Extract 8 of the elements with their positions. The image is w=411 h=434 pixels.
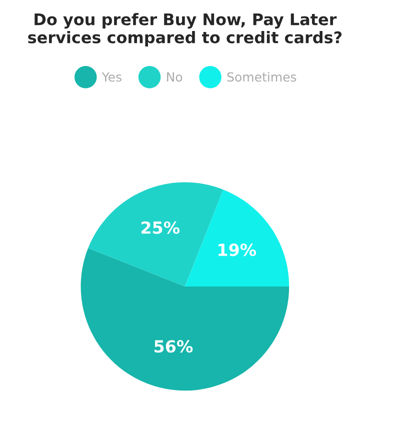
legend-label: Sometimes [227,72,296,82]
pie-slice [184,190,290,286]
legend-label: No [167,72,182,82]
legend-label: Yes [102,72,122,82]
data-label: 19% [218,244,256,256]
data-label: 56% [154,340,193,353]
data-label: 25% [142,221,180,234]
chart-title: Do you prefer Buy Now, Pay Later services compared to credit cards? [28,13,342,46]
